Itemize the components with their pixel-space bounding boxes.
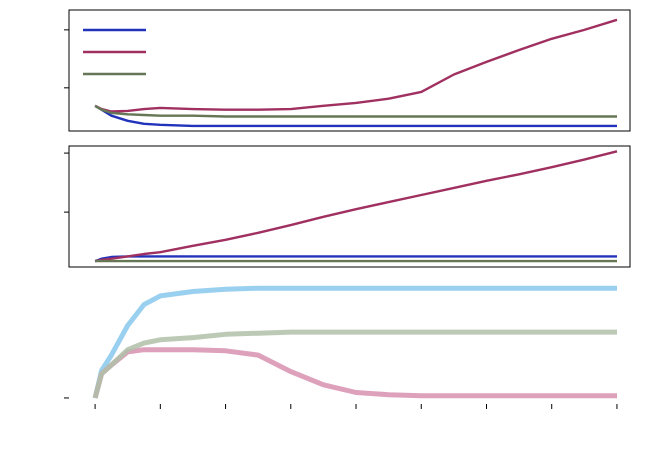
series-line <box>94 104 617 118</box>
series-line <box>92 347 617 399</box>
series-line <box>94 150 618 263</box>
plot-frame <box>68 145 631 268</box>
series-line <box>92 285 617 399</box>
series-line <box>94 18 618 113</box>
plot-frame <box>68 9 631 132</box>
series-line <box>94 104 617 128</box>
series-line <box>92 329 617 399</box>
